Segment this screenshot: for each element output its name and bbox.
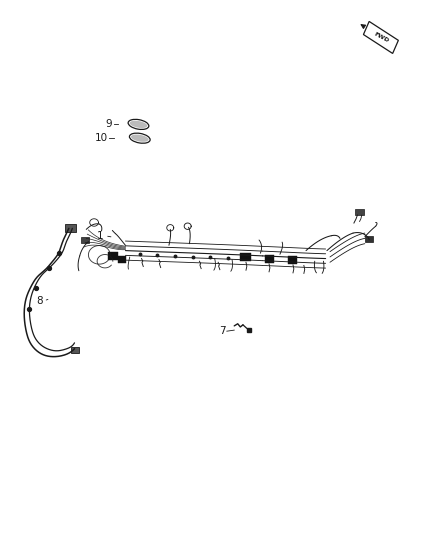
Ellipse shape <box>131 134 148 142</box>
FancyBboxPatch shape <box>355 209 364 215</box>
FancyBboxPatch shape <box>65 224 76 231</box>
FancyBboxPatch shape <box>71 346 79 353</box>
Text: 10: 10 <box>95 133 108 143</box>
FancyBboxPatch shape <box>108 252 117 260</box>
FancyBboxPatch shape <box>240 253 251 261</box>
FancyBboxPatch shape <box>118 256 126 263</box>
FancyBboxPatch shape <box>365 236 373 242</box>
Ellipse shape <box>130 121 147 128</box>
FancyBboxPatch shape <box>288 256 297 264</box>
FancyBboxPatch shape <box>265 255 274 263</box>
Text: 8: 8 <box>36 296 43 306</box>
Text: 7: 7 <box>219 326 226 336</box>
Text: 1: 1 <box>97 231 104 241</box>
FancyBboxPatch shape <box>81 237 89 243</box>
Text: 9: 9 <box>106 119 113 130</box>
Text: FWD: FWD <box>372 31 389 44</box>
